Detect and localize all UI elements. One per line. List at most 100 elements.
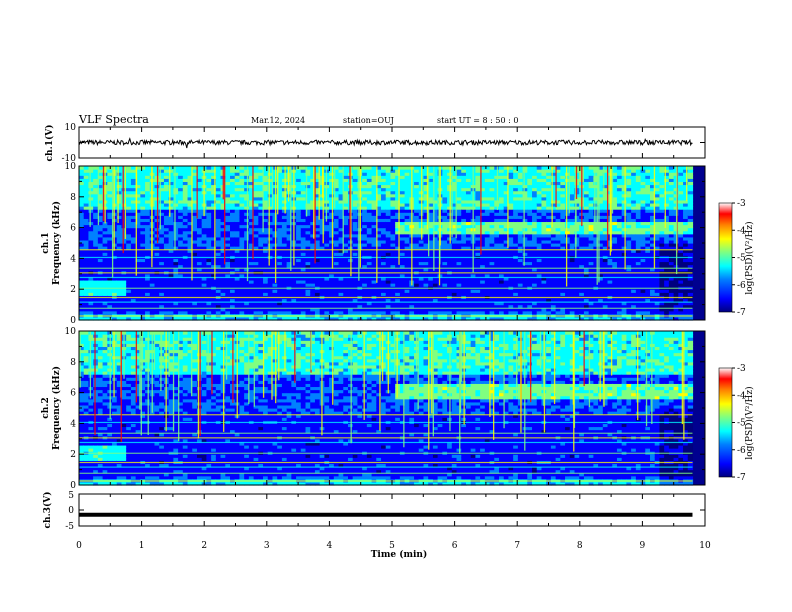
spectrogram-cell (230, 289, 236, 293)
spectrogram-cell (508, 310, 514, 315)
spectrogram-cell (503, 166, 510, 170)
spectrogram-cell (381, 187, 387, 192)
spectrogram-cell (522, 298, 528, 303)
spectrogram-cell (107, 298, 113, 303)
spectrogram-cell (296, 307, 302, 312)
spectrogram-cell (319, 252, 325, 256)
spectrogram-cell (432, 187, 439, 192)
spectrogram-cell (338, 199, 344, 204)
spectrogram-cell (366, 193, 373, 198)
spectrogram-cell (93, 224, 99, 229)
spectrogram-cell (333, 261, 340, 266)
spectrogram-cell (286, 206, 292, 210)
spectrogram-cell (263, 301, 269, 306)
spectrogram-cell (126, 178, 132, 182)
spectrogram-cell (97, 239, 104, 244)
spectrogram-cell (163, 239, 170, 244)
spectrogram-cell (489, 316, 495, 321)
spectrogram-cell (404, 233, 410, 238)
spectrogram-cell (376, 316, 382, 321)
spectrogram-cell (163, 264, 170, 269)
spectrogram-cell (324, 230, 330, 235)
spectrogram-cell (451, 283, 458, 287)
spectrogram-cell (88, 178, 94, 182)
spectrogram-cell (206, 316, 212, 321)
spectrogram-cell (102, 316, 108, 321)
spectrogram-cell (135, 310, 141, 315)
spectrogram-cell (220, 236, 226, 241)
spectrogram-cell (248, 212, 255, 216)
spectrogram-cell (447, 310, 453, 315)
spectrogram-cell (319, 301, 325, 306)
spectrogram-cell (314, 258, 321, 263)
spectrogram-cell (494, 212, 500, 216)
spectrogram-cell (418, 267, 425, 272)
spectrogram-cell (366, 307, 373, 312)
spectrogram-cell (244, 199, 250, 204)
spectrogram-cell (225, 184, 231, 189)
spectrogram-cell (239, 172, 245, 176)
spectrogram-cell (366, 283, 373, 287)
spectrogram-cell (159, 178, 165, 182)
spectrogram-cell (513, 230, 519, 235)
spectrogram-cell (159, 316, 165, 321)
spectrogram-cell (442, 199, 448, 204)
spectrogram-cell (305, 252, 311, 256)
spectrogram-cell (126, 215, 132, 219)
spectrogram-cell (130, 301, 137, 306)
spectrogram-cell (376, 212, 382, 216)
spectrogram-cell (442, 187, 448, 192)
spectrogram-cell (225, 307, 231, 312)
spectrogram-cell (399, 267, 406, 272)
spectrogram-cell (362, 202, 368, 207)
spectrogram-cell (168, 193, 174, 198)
spectrogram-cell (296, 298, 302, 303)
spectrogram-cell (480, 178, 486, 182)
spectrogram-cell (522, 227, 528, 232)
spectrogram-cell (149, 307, 156, 312)
spectrogram-cell (508, 273, 514, 278)
spectrogram-cell (79, 298, 85, 303)
spectrogram-cell (211, 236, 217, 241)
spectrogram-cell (376, 184, 382, 189)
spectrogram-cell (381, 258, 387, 263)
spectrogram-cell (409, 298, 415, 303)
spectrogram-cell (437, 301, 443, 306)
spectrogram-cell (498, 227, 505, 232)
spectrogram-cell (390, 181, 396, 186)
spectrogram-cell (97, 212, 104, 216)
spectrogram-cell (442, 178, 448, 182)
spectrogram-cell (409, 292, 415, 296)
spectrogram-cell (225, 190, 231, 195)
spectrogram-cell (343, 301, 349, 306)
spectrogram-cell (404, 190, 410, 195)
spectrogram-cell (357, 307, 363, 312)
spectrogram-cell (258, 261, 264, 266)
spectrogram-cell (366, 209, 373, 213)
spectrogram-cell (286, 249, 292, 253)
spectrogram-cell (390, 233, 396, 238)
spectrogram-cell (215, 196, 222, 201)
spectrogram-cell (437, 264, 443, 269)
spectrogram-cell (456, 298, 462, 303)
spectrogram-cell (489, 184, 495, 189)
spectrogram-cell (239, 246, 245, 250)
spectrogram-cell (390, 218, 396, 223)
spectrogram-cell (79, 243, 85, 247)
spectrogram-cell (484, 215, 491, 219)
spectrogram-cell (508, 233, 514, 238)
spectrogram-cell (442, 316, 448, 321)
spectrogram-cell (168, 166, 174, 170)
spectrogram-cell (145, 273, 151, 278)
spectrogram-cell (234, 316, 241, 321)
spectrogram-cell (244, 239, 250, 244)
spectrogram-cell (399, 283, 406, 287)
spectrogram-cell (381, 218, 387, 223)
spectrogram-cell (239, 215, 245, 219)
spectrogram-cell (461, 258, 467, 263)
spectrogram-cell (527, 215, 533, 219)
spectrogram-cell (112, 273, 118, 278)
spectrogram-cell (291, 298, 297, 303)
spectrogram-cell (475, 181, 481, 186)
spectrogram-cell (107, 187, 113, 192)
